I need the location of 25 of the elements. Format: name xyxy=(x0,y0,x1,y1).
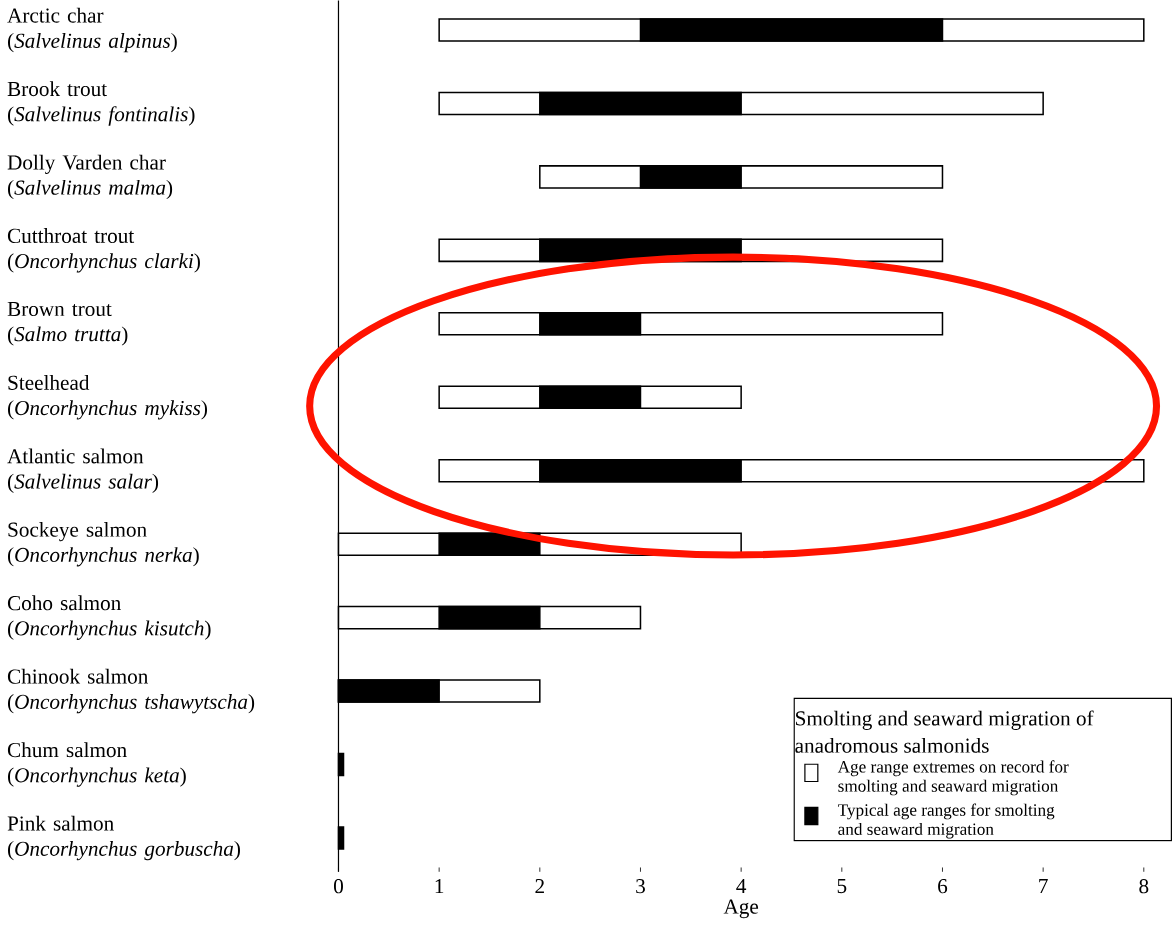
x-tick-label: 7 xyxy=(1039,878,1048,893)
y-tick-label: Brook trout (Salvelinus fontinalis) xyxy=(7,81,195,126)
x-tick-label: 6 xyxy=(938,878,948,894)
y-tick-label: Chinook salmon (Oncorhynchus tshawytscha) xyxy=(7,668,255,714)
y-tick-label: Cutthroat trout (Oncorhynchus clarki) xyxy=(7,227,200,273)
y-tick-label: Brown trout (Salmo trutta) xyxy=(7,301,128,346)
x-tick-label: 8 xyxy=(1139,878,1149,894)
legend-title: Smolting and seaward migration of anadromous salmonids xyxy=(795,710,1094,753)
x-tick-label: 4 xyxy=(736,878,747,893)
y-tick-label: Steelhead (Oncorhynchus mykiss) xyxy=(7,374,208,420)
legend-label: Age range extremes on record for smolting and seaward migration xyxy=(837,760,1069,796)
y-tick-label: Pink salmon (Oncorhynchus gorbuscha) xyxy=(7,815,240,861)
x-tick-label: 5 xyxy=(837,878,847,894)
y-tick-label: Arctic char (Salvelinus alpinus) xyxy=(7,7,177,53)
x-tick-label: 2 xyxy=(535,878,544,893)
x-tick-label: 0 xyxy=(333,878,343,894)
legend-label: Typical age ranges for smolting and seaward migration xyxy=(837,803,1055,839)
x-tick-label: 3 xyxy=(636,878,645,894)
x-axis-title: Age xyxy=(723,899,759,919)
y-tick-label: Dolly Varden char (Salvelinus malma) xyxy=(7,154,173,200)
x-tick-label: 1 xyxy=(435,878,444,893)
y-tick-label: Coho salmon (Oncorhynchus kisutch) xyxy=(7,595,211,640)
y-tick-label: Sockeye salmon (Oncorhynchus nerka) xyxy=(7,521,199,567)
y-tick-label: Atlantic salmon (Salvelinus salar) xyxy=(7,448,159,493)
y-tick-label: Chum salmon (Oncorhynchus keta) xyxy=(7,742,186,787)
